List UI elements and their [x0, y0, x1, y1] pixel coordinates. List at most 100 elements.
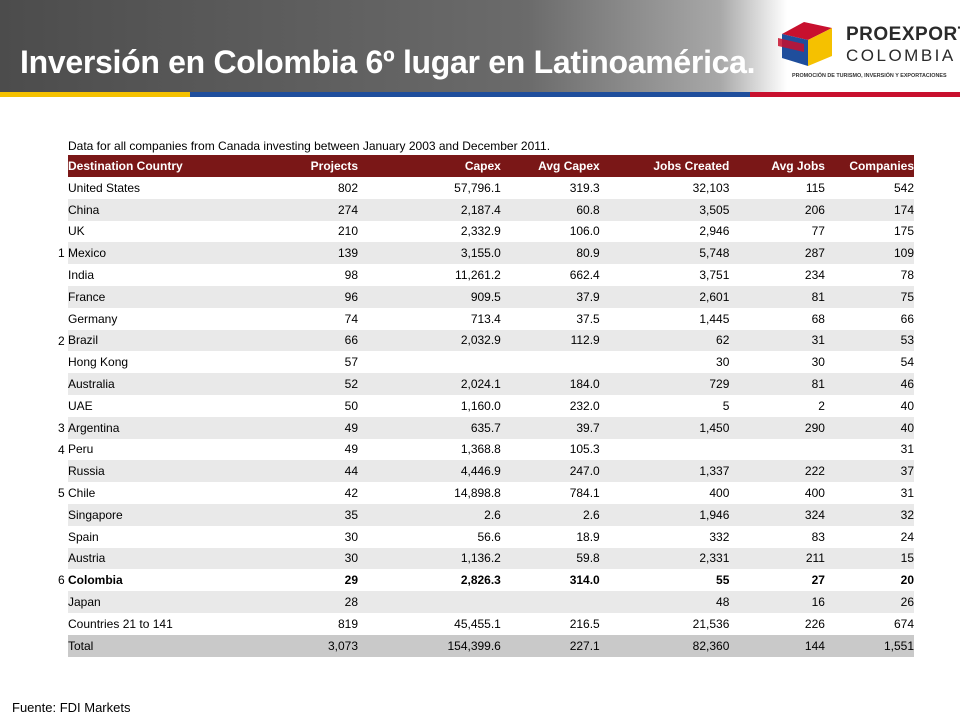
jobs-cell: 5,748: [599, 242, 730, 265]
projects-cell: 274: [202, 198, 359, 221]
country-cell: 4 Peru: [58, 439, 202, 461]
projects-cell: 819: [338, 616, 359, 631]
table-row: 6 Colombia 29 2,826.3 314.0 55 27 20: [58, 569, 914, 591]
capex-cell: 3,155.0: [358, 242, 501, 265]
capex-cell: 2,826.3: [460, 573, 501, 588]
companies-cell: 31: [900, 486, 914, 501]
jobs-cell: 55: [716, 573, 730, 588]
companies-cell: 32: [824, 503, 914, 526]
capex-cell: 2,187.4: [358, 198, 501, 221]
rank-number: 1: [58, 246, 65, 261]
companies-cell: 26: [824, 591, 914, 613]
country-cell: Singapore: [68, 503, 203, 526]
table-row: Germany 74 713.4 37.5 1,445 68 66: [68, 308, 914, 330]
table-row: UAE 50 1,160.0 232.0 5 2 40: [68, 395, 914, 417]
table-row: Countries 21 to 141 819 45,455.1 216.5 21,53…: [68, 613, 914, 635]
jobs-cell: 332: [709, 529, 730, 544]
country-name: Germany: [68, 311, 118, 326]
avg-capex-cell: 184.0: [500, 373, 600, 395]
jobs-cell: 1,450: [599, 416, 730, 439]
table-row: 2 Brazil 66 2,032.9 112.9 62 31 53: [58, 329, 914, 352]
projects-cell: 35: [202, 503, 359, 526]
jobs-cell: 729: [599, 373, 730, 395]
country-cell: China: [68, 198, 203, 221]
column-header: Capex: [358, 155, 501, 177]
projects-cell: 52: [202, 373, 359, 395]
companies-cell: 40: [824, 416, 914, 439]
projects-cell: 30: [344, 529, 359, 544]
avg-jobs-cell: 2: [818, 398, 825, 413]
country-cell: 2 Brazil: [58, 329, 203, 352]
country-name: Argentina: [68, 420, 120, 435]
table-row: 1 Mexico 139 3,155.0 80.9 5,748 287 109: [58, 242, 914, 265]
country-name: Total: [68, 638, 94, 653]
capex-cell: [358, 591, 501, 613]
companies-cell: 54: [900, 355, 914, 370]
column-header: Projects: [202, 155, 359, 177]
table-row: Hong Kong 57 30 30 54: [68, 351, 914, 373]
country-name: Brazil: [68, 333, 99, 348]
projects-cell: 98: [344, 268, 359, 283]
avg-jobs-cell: 30: [811, 355, 825, 370]
capex-cell: 57,796.1: [454, 180, 501, 195]
avg-jobs-cell: 234: [804, 268, 825, 283]
country-cell: Japan: [68, 591, 203, 613]
companies-cell: 542: [893, 180, 914, 195]
avg-jobs-cell: 77: [811, 224, 825, 239]
table-row: Austria 30 1,136.2 59.8 2,331 211 15: [68, 547, 914, 570]
avg-jobs-cell: 206: [729, 198, 825, 221]
flag-stripe-blue: [190, 92, 750, 97]
avg-capex-cell: 784.1: [569, 486, 600, 501]
companies-cell: 31: [900, 442, 914, 457]
avg-jobs-cell: [729, 439, 825, 461]
rank-number: 3: [58, 420, 65, 435]
country-name: Peru: [68, 442, 94, 457]
proexport-logo: PROEXPORT COLOMBIA PROMOCIÓN DE TURISMO,…: [774, 16, 960, 86]
rank-number: 2: [58, 333, 65, 348]
avg-capex-cell: 18.9: [576, 529, 600, 544]
country-cell: 6 Colombia: [58, 569, 202, 591]
projects-cell: 30: [202, 547, 359, 570]
projects-cell: 74: [344, 311, 359, 326]
avg-jobs-cell: 290: [729, 416, 825, 439]
projects-cell: 96: [202, 285, 359, 308]
logo-brand-text: PROEXPORT: [846, 24, 960, 45]
avg-capex-cell: 80.9: [500, 242, 600, 265]
capex-cell: 635.7: [358, 416, 501, 439]
capex-cell: 11,261.2: [455, 268, 501, 283]
capex-cell: 1,136.2: [358, 547, 501, 570]
companies-cell: 46: [824, 373, 914, 395]
table-row: UK 210 2,332.9 106.0 2,946 77 175: [68, 221, 914, 243]
table-row: India 98 11,261.2 662.4 3,751 234 78: [68, 264, 914, 286]
companies-cell: 109: [824, 242, 914, 265]
companies-cell: 674: [893, 616, 914, 631]
projects-cell: 66: [202, 329, 359, 352]
capex-cell: 909.5: [358, 285, 501, 308]
proexport-logo-mark-icon: [778, 22, 832, 66]
jobs-cell: 62: [599, 329, 730, 352]
avg-jobs-cell: 81: [729, 373, 825, 395]
avg-capex-cell: 106.0: [569, 224, 600, 239]
avg-capex-cell: [500, 591, 600, 613]
country-cell: Total: [68, 634, 203, 657]
companies-cell: 78: [900, 268, 914, 283]
jobs-cell: 2,331: [599, 547, 730, 570]
table-row: Total 3,073 154,399.6 227.1 82,360 144 1,551: [68, 634, 914, 657]
companies-cell: 53: [824, 329, 914, 352]
projects-cell: 49: [202, 416, 359, 439]
projects-cell: 50: [344, 398, 359, 413]
country-name: United States: [68, 180, 141, 195]
table-row: Singapore 35 2.6 2.6 1,946 324 32: [68, 503, 914, 526]
jobs-cell: [600, 439, 730, 461]
projects-cell: 49: [344, 442, 359, 457]
avg-jobs-cell: 115: [805, 180, 825, 195]
projects-cell: 44: [202, 460, 359, 483]
table-row: Japan 28 48 16 26: [68, 591, 914, 613]
capex-cell: 713.4: [470, 311, 501, 326]
jobs-cell: 48: [599, 591, 730, 613]
avg-capex-cell: 112.9: [500, 329, 600, 352]
projects-cell: 57: [344, 355, 359, 370]
capex-cell: 56.6: [477, 529, 501, 544]
country-name: Russia: [68, 464, 105, 479]
country-name: Hong Kong: [68, 355, 129, 370]
